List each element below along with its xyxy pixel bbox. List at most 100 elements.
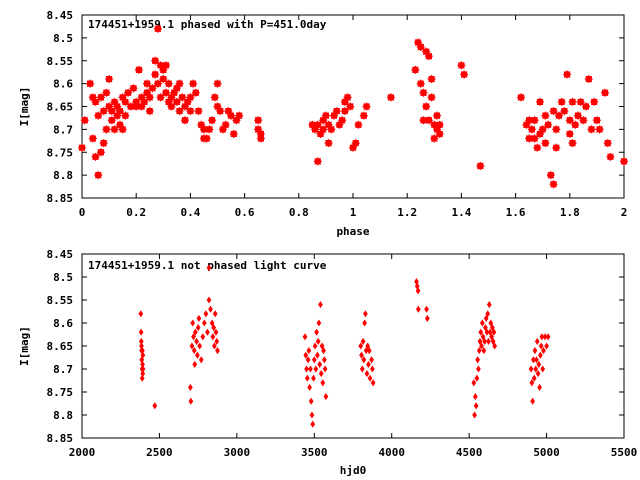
data-point: [340, 107, 349, 116]
x-tick-label: 2000: [69, 446, 96, 459]
data-point: [308, 397, 314, 405]
data-point: [479, 342, 484, 350]
data-point: [140, 97, 149, 106]
data-point: [148, 84, 157, 93]
data-point: [492, 342, 498, 350]
data-point: [546, 171, 555, 180]
data-point: [304, 365, 309, 373]
data-point: [471, 379, 477, 387]
data-point: [308, 365, 313, 373]
data-point: [215, 347, 220, 355]
y-tick-label: 8.75: [47, 386, 74, 399]
data-point: [363, 347, 369, 355]
data-point: [205, 125, 214, 134]
data-point: [310, 420, 316, 428]
data-point: [472, 411, 477, 419]
x-tick-label: 1.2: [397, 206, 417, 219]
x-tick-label: 0.4: [180, 206, 200, 219]
data-point: [415, 287, 421, 295]
data-point: [460, 70, 469, 79]
x-tick-label: 0.8: [289, 206, 309, 219]
data-point: [151, 56, 160, 65]
data-point: [312, 342, 318, 350]
data-point: [197, 342, 203, 350]
data-point: [327, 125, 336, 134]
data-point: [323, 393, 329, 401]
data-point: [313, 120, 322, 129]
data-point: [124, 88, 133, 97]
data-point: [107, 107, 116, 116]
x-tick-label: 5000: [533, 446, 560, 459]
data-point: [541, 139, 550, 148]
y-tick-label: 8.85: [47, 432, 74, 445]
data-point: [132, 102, 141, 111]
data-point: [424, 314, 430, 322]
data-point: [102, 125, 111, 134]
data-point: [533, 365, 539, 373]
data-point: [96, 148, 105, 157]
data-point: [549, 180, 558, 189]
x-tick-label: 1: [350, 206, 357, 219]
data-point: [180, 116, 189, 125]
x-tick-label: 4500: [456, 446, 483, 459]
data-point: [189, 342, 195, 350]
data-point: [539, 333, 545, 341]
data-point: [531, 356, 536, 364]
data-point: [118, 125, 127, 134]
data-point: [476, 365, 481, 373]
y-tick-label: 8.7: [53, 363, 73, 376]
data-point: [153, 79, 162, 88]
x-tick-label: 2: [621, 206, 628, 219]
data-point: [367, 374, 373, 382]
data-point: [487, 328, 493, 336]
data-point: [534, 337, 540, 345]
data-point: [483, 324, 488, 332]
data-point: [419, 88, 428, 97]
data-point: [424, 305, 429, 313]
data-point: [472, 393, 478, 401]
data-point: [370, 379, 376, 387]
data-point: [159, 75, 168, 84]
x-axis-label: hjd0: [340, 464, 367, 477]
y-tick-label: 8.8: [53, 409, 73, 422]
data-point: [477, 337, 483, 345]
data-point: [121, 97, 130, 106]
data-point: [525, 134, 534, 143]
data-point: [488, 319, 494, 327]
x-tick-label: 0.6: [235, 206, 255, 219]
data-point: [473, 402, 479, 410]
data-point: [479, 319, 485, 327]
data-point: [435, 129, 444, 138]
data-point: [565, 129, 574, 138]
data-point: [317, 360, 323, 368]
data-point: [386, 93, 395, 102]
data-point: [110, 125, 119, 134]
data-point: [517, 93, 526, 102]
phased-light-curve-plot: 8.45 8.5 8.55 8.6 8.65 8.7 8.75 8.8 8.85 0 0.2 0.4 0…: [18, 9, 628, 238]
y-tick-label: 8.6: [53, 78, 73, 91]
data-point: [530, 397, 535, 405]
y-tick-label: 8.8: [53, 169, 73, 182]
data-point: [205, 328, 210, 336]
data-point: [192, 360, 198, 368]
data-point: [534, 356, 539, 364]
x-tick-label: 1.6: [506, 206, 526, 219]
y-axis-label: I[mag]: [18, 87, 31, 127]
data-point: [208, 305, 213, 313]
data-point: [196, 314, 202, 322]
data-point: [235, 111, 244, 120]
data-point: [535, 370, 541, 378]
data-point: [486, 301, 492, 309]
data-point: [254, 116, 263, 125]
data-point: [568, 97, 577, 106]
data-point: [351, 139, 360, 148]
data-point: [105, 75, 114, 84]
data-point: [186, 107, 195, 116]
data-point: [126, 102, 135, 111]
data-point: [587, 125, 596, 134]
data-point: [210, 333, 216, 341]
data-point: [490, 337, 496, 345]
data-point: [199, 125, 208, 134]
